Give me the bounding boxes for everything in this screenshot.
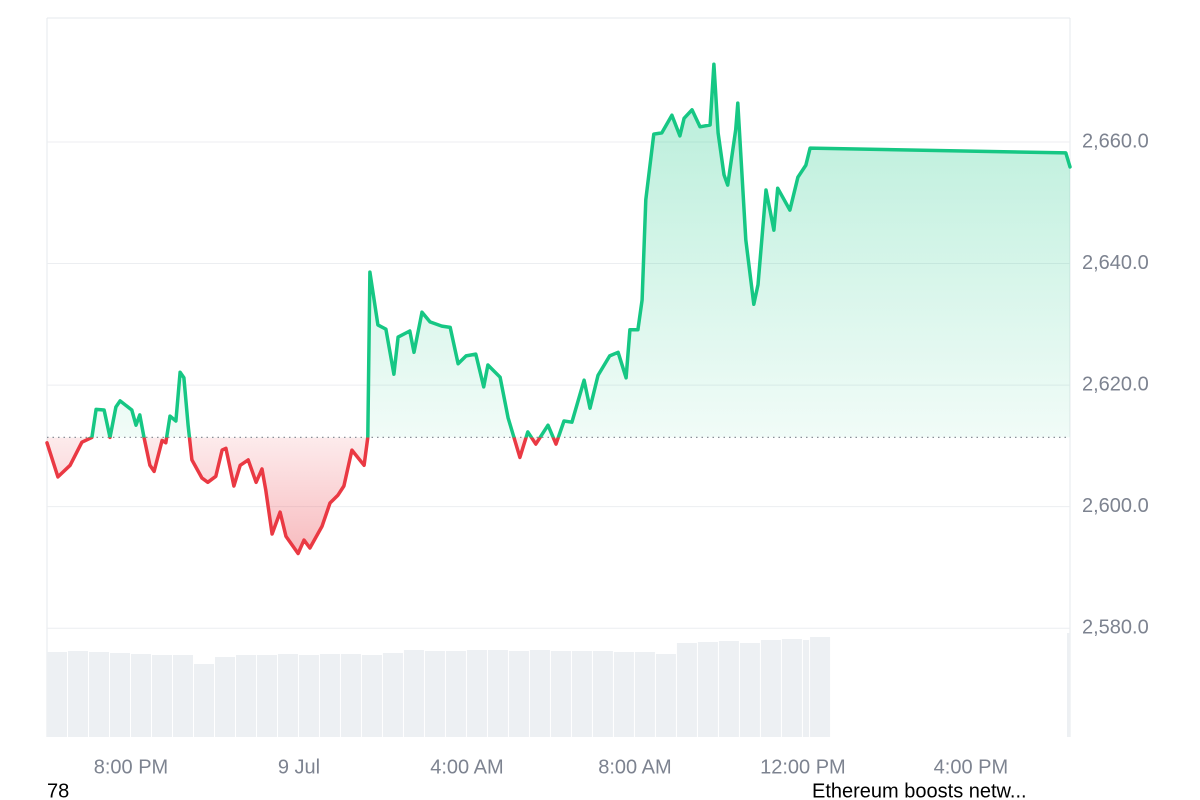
volume-bar <box>424 651 445 737</box>
x-tick-label: 9 Jul <box>278 756 320 778</box>
volume-bar <box>739 643 760 737</box>
volume-bar <box>802 640 810 737</box>
volume-bar <box>508 651 529 737</box>
volume-bar <box>697 642 718 737</box>
volume-bar <box>550 651 571 737</box>
volume-bar <box>109 653 130 737</box>
volume-bar <box>592 651 613 737</box>
volume-bar <box>571 651 592 737</box>
volume-bar <box>655 654 676 737</box>
volume-bar <box>613 652 634 737</box>
x-tick-label: 4:00 AM <box>430 756 503 778</box>
price-area <box>47 64 1070 554</box>
footer-right: Ethereum boosts netw... <box>812 780 1027 800</box>
x-tick-label: 12:00 PM <box>760 756 846 778</box>
volume-bar <box>67 651 88 737</box>
volume-bar <box>781 639 802 737</box>
volume-bar <box>487 650 508 737</box>
volume-bar <box>193 664 214 737</box>
volume-bar <box>361 655 382 737</box>
volume-bar <box>1067 633 1070 737</box>
y-tick-label: 2,640.0 <box>1082 252 1149 274</box>
volume-bar <box>760 640 781 737</box>
volume-bar <box>445 651 466 737</box>
volume-bar <box>214 657 235 737</box>
price-line <box>45 62 1072 556</box>
volume-bar <box>256 655 277 737</box>
volume-bar <box>718 641 739 737</box>
volume-bar <box>810 637 831 737</box>
volume-bar <box>319 654 340 737</box>
volume-bar <box>382 653 403 737</box>
volume-bar <box>151 655 172 737</box>
y-tick-label: 2,600.0 <box>1082 495 1149 517</box>
volume-bar <box>466 650 487 737</box>
x-tick-label: 8:00 AM <box>598 756 671 778</box>
y-tick-label: 2,660.0 <box>1082 130 1149 152</box>
volume-bar <box>130 654 151 737</box>
volume-bar <box>47 652 67 737</box>
y-tick-label: 2,580.0 <box>1082 616 1149 638</box>
volume-bar <box>676 643 697 737</box>
volume-bar <box>235 655 256 737</box>
footer-left: 78 <box>47 780 69 800</box>
volume-bar <box>277 654 298 737</box>
x-tick-label: 4:00 PM <box>934 756 1008 778</box>
volume-bar <box>172 655 193 737</box>
volume-bar <box>403 650 424 737</box>
volume-bar <box>340 654 361 737</box>
volume-bar <box>88 652 109 737</box>
volume-bar <box>298 655 319 737</box>
y-tick-label: 2,620.0 <box>1082 373 1149 395</box>
volume-bar <box>634 652 655 737</box>
volume-bar <box>529 650 550 737</box>
x-tick-label: 8:00 PM <box>94 756 168 778</box>
